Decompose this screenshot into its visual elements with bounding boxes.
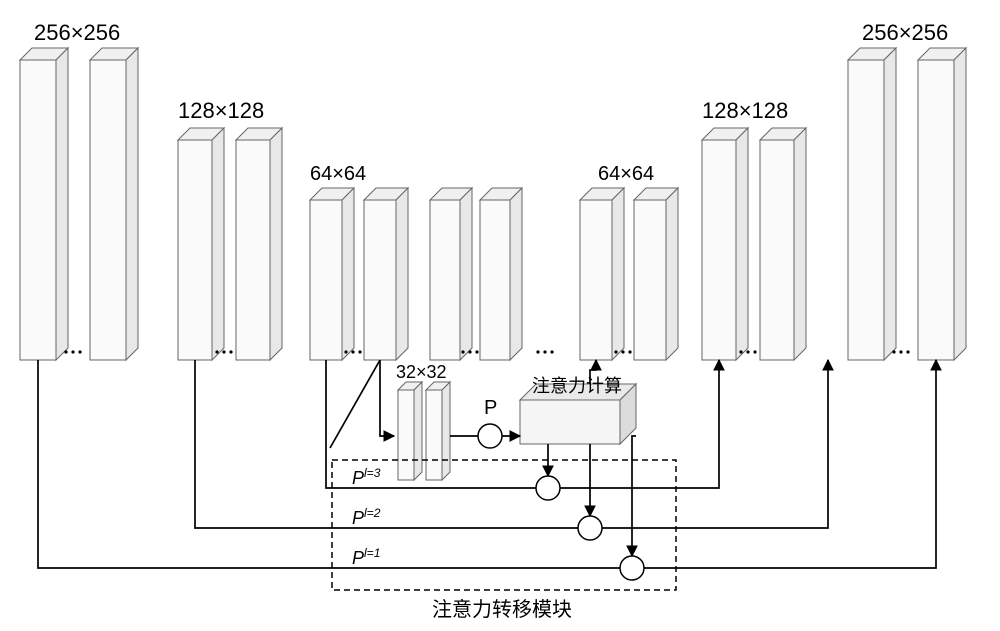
- block-32b: [426, 382, 450, 480]
- block-dec256b: [918, 48, 966, 360]
- skip-enc64-horiz: [326, 360, 332, 488]
- block-mid_b: [480, 188, 522, 360]
- block-enc64a: [310, 188, 354, 360]
- circle-p1: [620, 556, 644, 580]
- label-enc64: 64×64: [310, 163, 366, 185]
- circle-p2: [578, 516, 602, 540]
- skip-enc128-horiz: [195, 360, 332, 528]
- label-enc128: 128×128: [178, 98, 264, 123]
- label-P: P: [484, 397, 497, 419]
- block-dec64b: [634, 188, 678, 360]
- label-32: 32×32: [396, 362, 447, 382]
- circle-p3: [536, 476, 560, 500]
- skip-enc256-horiz: [38, 360, 332, 568]
- dots-dec64: [614, 350, 631, 353]
- dots-dec256: [892, 350, 909, 353]
- block-mid_a: [430, 188, 472, 360]
- arrow-p1-dec: [644, 360, 936, 568]
- block-dec128a: [702, 128, 748, 360]
- label-p1: Pl=1: [352, 546, 380, 568]
- label-dec128: 128×128: [702, 98, 788, 123]
- label-dec256: 256×256: [862, 20, 948, 45]
- label-dec64: 64×64: [598, 163, 654, 185]
- label-attn-module: 注意力转移模块: [432, 598, 572, 621]
- : [330, 360, 380, 448]
- block-enc128a: [178, 128, 224, 360]
- dots-mid: [461, 350, 478, 353]
- block-dec256a: [848, 48, 896, 360]
- arrow-attn-to-p1: [632, 436, 636, 556]
- block-dec64a: [580, 188, 624, 360]
- dots-gap: [536, 350, 553, 353]
- block-enc256b: [90, 48, 138, 360]
- dots-dec128: [739, 350, 756, 353]
- arrow-enc-to-32: [380, 360, 394, 436]
- label-enc256: 256×256: [34, 20, 120, 45]
- label-p3: Pl=3: [352, 466, 381, 488]
- label-p2: Pl=2: [352, 506, 381, 528]
- block-32a: [398, 382, 422, 480]
- block-enc256a: [20, 48, 68, 360]
- architecture-diagram: 256×256 256×256 128×128 128×128 64×64 64×64 32…: [0, 0, 1000, 631]
- label-attn-calc: 注意力计算: [532, 376, 622, 396]
- block-enc128b: [236, 128, 282, 360]
- block-enc64b: [364, 188, 408, 360]
- dots-enc64: [344, 350, 361, 353]
- dots-enc256: [64, 350, 81, 353]
- circle-P: [478, 424, 502, 448]
- dots-enc128: [215, 350, 232, 353]
- block-dec128b: [760, 128, 806, 360]
